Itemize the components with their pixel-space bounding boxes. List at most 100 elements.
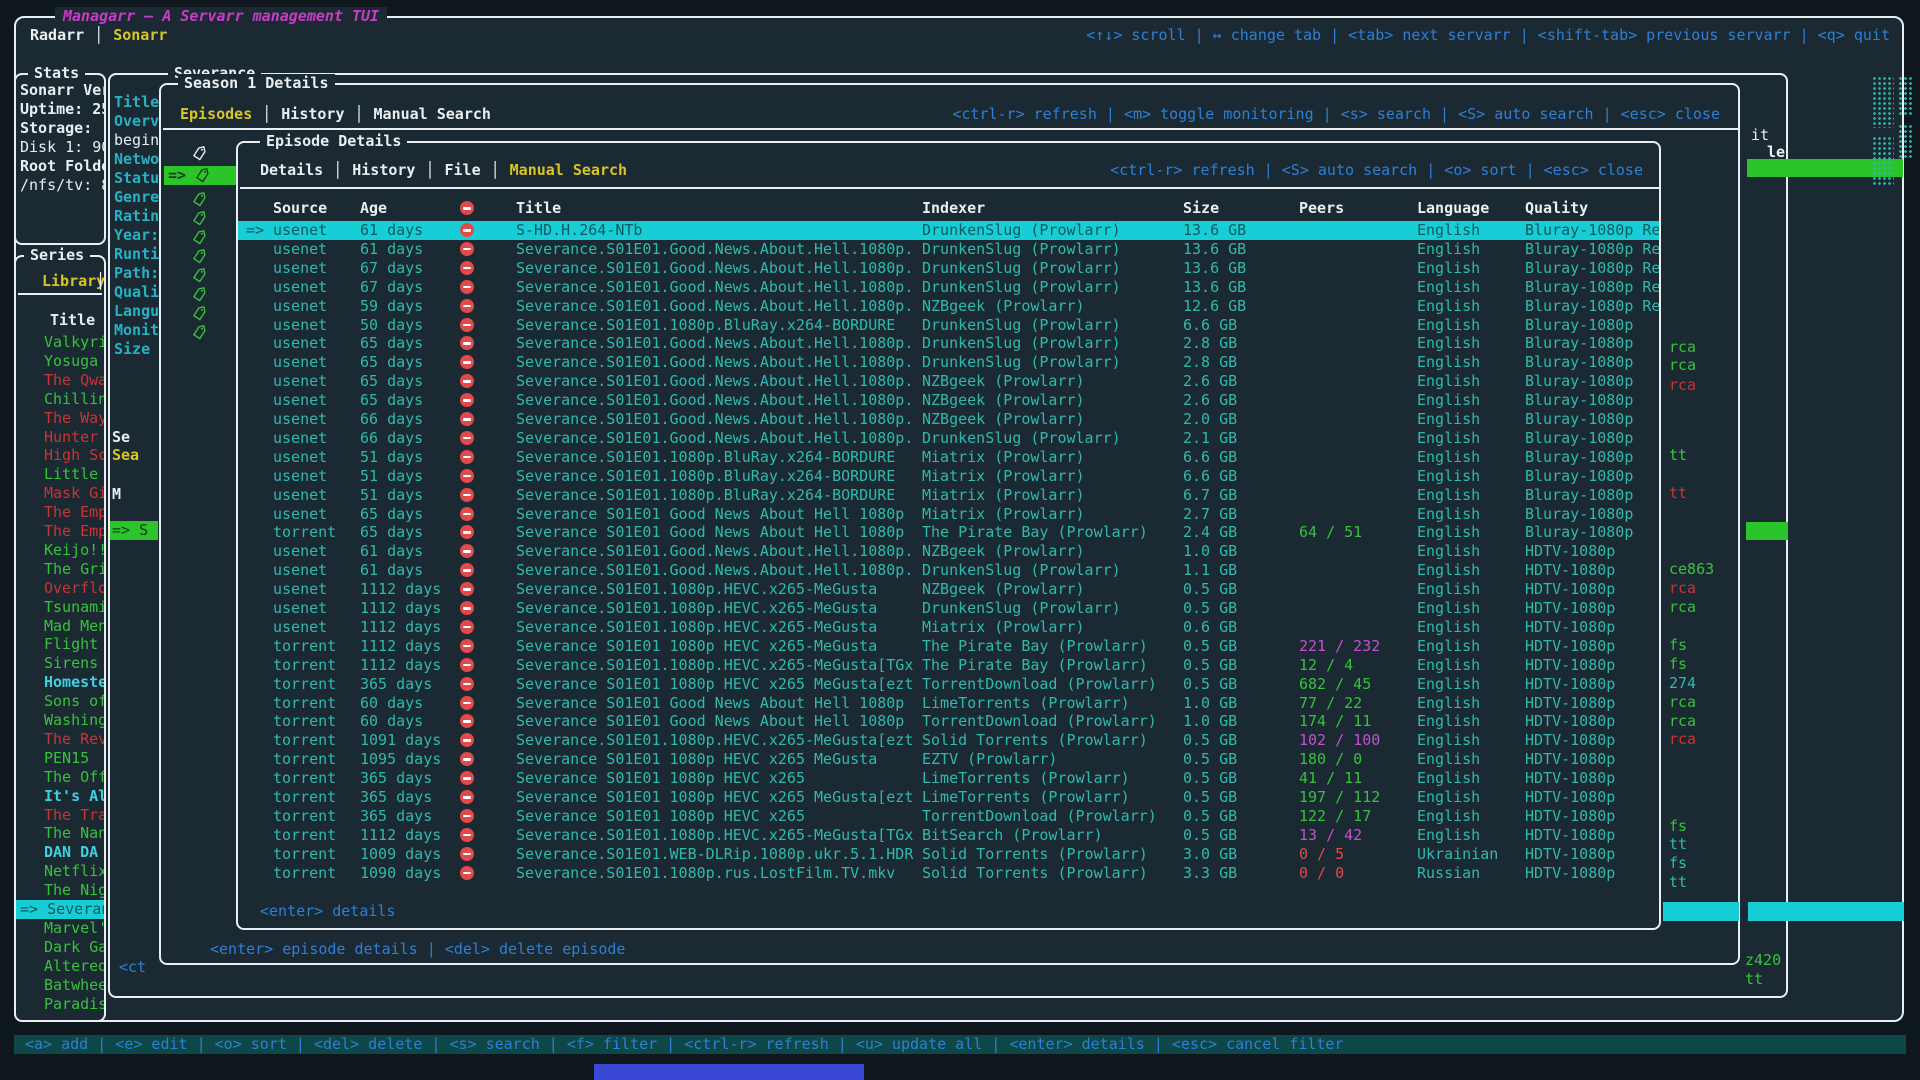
severance-field-label: Year: [114,226,160,244]
series-list-item[interactable]: The Rev [44,729,104,748]
tab-library[interactable]: Library [42,272,106,290]
series-list-item[interactable]: The Off [44,767,104,786]
series-list-item[interactable]: Sirens [44,654,99,673]
release-row[interactable]: usenet 61 days Severance.S01E01.Good.News.… [273,561,1616,580]
season-tab-episodes[interactable]: Episodes [180,105,253,123]
series-list-item[interactable]: Keijo!! [44,540,104,559]
release-row[interactable]: usenet 65 days Severance.S01E01.Good.News.… [273,372,1634,391]
series-list-item[interactable]: Hunter [44,427,99,446]
season-tab-history[interactable]: History [281,105,345,123]
release-row[interactable]: torrent 1112 days Severance S01E01 1080p H… [273,636,1616,655]
series-list-item[interactable]: Netflix [44,862,104,881]
no-entry-icon [460,260,474,275]
series-list-item[interactable]: High Sc [44,446,104,465]
series-list-item[interactable]: Valkyri [44,333,104,351]
episode-footer-keybinds: <enter> details [260,902,396,920]
release-row[interactable]: usenet 66 days Severance.S01E01.Good.News.… [273,428,1634,447]
col-source[interactable]: Source [273,199,328,217]
series-list-item[interactable]: Dark Ga [44,937,104,956]
col-age[interactable]: Age [360,199,388,217]
background-text-fragment: ce863 [1669,560,1715,578]
release-row[interactable]: usenet 66 days Severance.S01E01.Good.News.… [273,410,1634,428]
series-list-item[interactable]: The Way [44,408,104,427]
release-row[interactable]: => usenet 61 days S-HD.H.264-NTb DrunkenSlug… [238,221,1659,240]
no-entry-icon [460,336,474,351]
series-list-item[interactable]: => Severan [16,900,104,919]
release-row[interactable]: torrent 1090 days Severance.S01E01.1080p.r… [273,863,1616,882]
series-list-item[interactable]: The Emp [44,503,104,522]
release-row[interactable]: torrent 365 days Severance S01E01 1080p HE… [273,806,1616,825]
no-entry-icon [460,241,474,256]
release-row[interactable]: torrent 1009 days Severance.S01E01.WEB-DLR… [273,844,1616,863]
series-list-item[interactable]: Mask Gi [44,484,104,503]
episode-tab-details[interactable]: Details [260,161,324,179]
release-row[interactable]: usenet 65 days Severance.S01E01.Good.News.… [273,353,1634,372]
release-row[interactable]: usenet 50 days Severance.S01E01.1080p.BluR… [273,315,1634,334]
release-row[interactable]: torrent 60 days Severance S01E01 Good News… [273,693,1616,712]
series-list-item[interactable]: The Tra [44,805,104,824]
series-list-item[interactable]: Yosuga [44,351,99,370]
background-text-fragment: rca [1669,356,1697,374]
series-list-item[interactable]: The Gri [44,559,104,578]
col-language[interactable]: Language [1417,199,1490,217]
release-row[interactable]: usenet 67 days Severance.S01E01.Good.News.… [273,258,1659,277]
series-list-item[interactable]: Altered [44,956,104,975]
release-row[interactable]: usenet 51 days Severance.S01E01.1080p.BluR… [273,447,1634,466]
series-list-item[interactable]: Chillin [44,389,104,408]
series-list-item[interactable]: The Nig [44,881,104,900]
season-tab-manual-search[interactable]: Manual Search [373,105,491,123]
episode-tab-history[interactable]: History [352,161,416,179]
release-row[interactable]: torrent 1112 days Severance.S01E01.1080p.H… [273,825,1616,844]
series-list-item[interactable]: Batwhee [44,975,104,994]
release-row[interactable]: torrent 1112 days Severance.S01E01.1080p.H… [273,655,1616,674]
tab-sonarr[interactable]: Sonarr [113,26,168,44]
release-row[interactable]: torrent 65 days Severance S01E01 Good News… [273,523,1634,542]
episode-tab-manual-search[interactable]: Manual Search [509,161,628,179]
series-list-item[interactable]: Washing [44,711,104,729]
release-row[interactable]: torrent 365 days Severance S01E01 1080p HE… [273,788,1616,806]
severance-fields: Title Overv begin Netwo Statu Genre Ratin Year:… [114,93,162,359]
release-row[interactable]: torrent 365 days Severance S01E01 1080p HE… [273,769,1616,788]
series-list-item[interactable]: DAN DA [44,843,99,862]
release-row[interactable]: usenet 65 days Severance.S01E01.Good.News.… [273,334,1634,353]
col-title[interactable]: Title [516,199,562,217]
release-row[interactable]: usenet 61 days Severance.S01E01.Good.News.… [273,239,1659,258]
release-row[interactable]: torrent 1091 days Severance.S01E01.1080p.H… [273,731,1616,750]
release-row[interactable]: usenet 1112 days Severance.S01E01.1080p.HE… [273,580,1616,599]
series-list-item[interactable]: The Emp [44,522,104,540]
series-list-item[interactable]: Homeste [44,673,104,692]
series-list-item[interactable]: PEN15 [44,748,90,767]
release-row[interactable]: usenet 1112 days Severance.S01E01.1080p.HE… [273,617,1616,636]
release-row[interactable]: usenet 67 days Severance.S01E01.Good.News.… [273,277,1659,296]
release-row[interactable]: usenet 51 days Severance.S01E01.1080p.BluR… [273,485,1634,504]
episode-keybinds: <ctrl-r> refresh | <S> auto search | <o>… [1110,161,1643,179]
release-row[interactable]: usenet 51 days Severance.S01E01.1080p.BluR… [273,466,1634,485]
col-size[interactable]: Size [1183,199,1220,217]
col-peers[interactable]: Peers [1299,199,1345,217]
series-list-item[interactable]: The Nan [44,824,104,843]
series-list-item[interactable]: It's Al [44,786,104,805]
series-list-item[interactable]: Paradis [44,994,104,1013]
release-row[interactable]: usenet 1112 days Severance.S01E01.1080p.HE… [273,599,1616,617]
col-quality[interactable]: Quality [1525,199,1589,217]
release-row[interactable]: torrent 365 days Severance S01E01 1080p HE… [273,674,1616,693]
series-list-item[interactable]: Mad Men [44,616,104,635]
col-indexer[interactable]: Indexer [922,199,986,217]
series-list-item[interactable]: The Qwa [44,370,104,389]
severance-field-label: Genre [114,188,160,206]
release-row[interactable]: torrent 1095 days Severance S01E01 1080p H… [273,750,1616,769]
release-row[interactable]: usenet 59 days Severance.S01E01.Good.News.… [273,296,1659,315]
series-list-item[interactable]: Sons of [44,692,104,711]
series-list-item[interactable]: Tsunami [44,597,104,616]
series-list-item[interactable]: Little [44,465,99,484]
season-separator [163,128,1738,130]
tab-radarr[interactable]: Radarr [30,26,85,44]
series-list-item[interactable]: Flight [44,635,99,654]
release-row[interactable]: usenet 65 days Severance.S01E01.Good.News.… [273,391,1634,410]
release-row[interactable]: torrent 60 days Severance S01E01 Good News… [273,712,1616,731]
release-row[interactable]: usenet 65 days Severance S01E01 Good News … [273,504,1634,523]
series-list-item[interactable]: Overflo [44,578,104,597]
release-row[interactable]: usenet 61 days Severance.S01E01.Good.News.… [273,542,1616,561]
series-list-item[interactable]: Marvel' [44,918,104,937]
episode-tab-file[interactable]: File [444,161,481,179]
